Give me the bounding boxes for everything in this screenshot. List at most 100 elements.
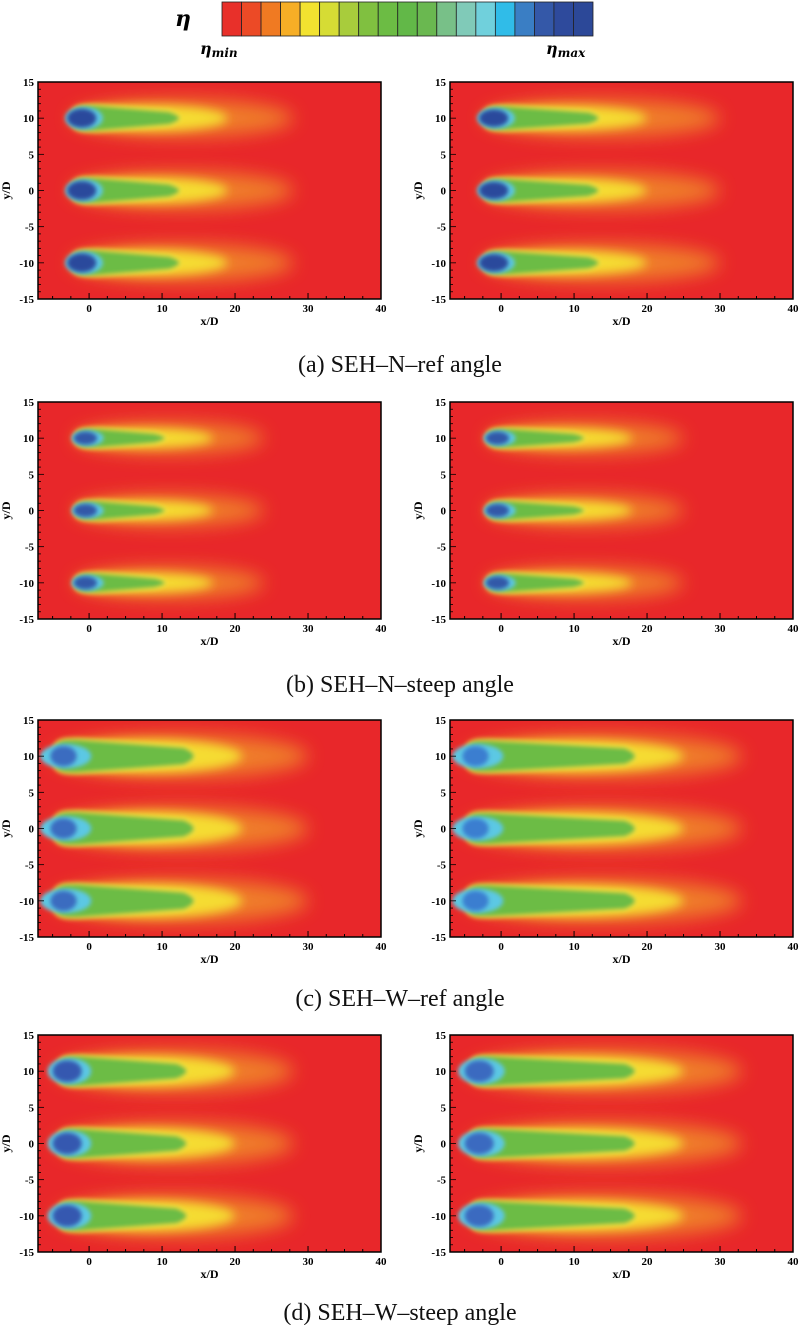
y-tick-label: -5 bbox=[437, 1175, 447, 1187]
y-tick-label: 0 bbox=[29, 824, 35, 836]
y-tick-label: -5 bbox=[437, 860, 447, 872]
y-tick-label: 0 bbox=[441, 506, 447, 518]
contour-plot-d-left: 0 10 20 30 40 15 10 5 0 -5 -10 -15 x/D y/D bbox=[0, 1030, 387, 1281]
x-tick-label: 40 bbox=[788, 623, 800, 635]
jet-contour bbox=[40, 879, 309, 923]
jet-contour bbox=[71, 422, 265, 455]
jet-contour bbox=[40, 806, 309, 851]
jet-contour bbox=[452, 734, 742, 778]
contour-plot-b-left: 0 10 20 30 40 15 10 5 0 -5 -10 -15 x/D y/D bbox=[0, 397, 387, 648]
contour-plot-c-right: 0 10 20 30 40 15 10 5 0 -5 -10 -15 x/D y/D bbox=[411, 715, 799, 966]
y-tick-label: 15 bbox=[23, 715, 35, 727]
contour-plot-a-left: 0 10 20 30 40 15 10 5 0 -5 -10 -15 x/D y/D bbox=[0, 77, 387, 328]
x-axis-label: x/D bbox=[201, 634, 219, 648]
x-tick-label: 30 bbox=[303, 303, 315, 315]
jet-contour bbox=[47, 1122, 294, 1165]
y-tick-label: 0 bbox=[441, 186, 447, 198]
panel-caption: (b) SEH–N–steep angle bbox=[286, 672, 514, 698]
colorbar-max-label-subscript: max bbox=[558, 46, 586, 60]
y-tick-label: 0 bbox=[441, 824, 447, 836]
x-tick-label: 10 bbox=[157, 1256, 169, 1268]
y-axis-label: y/D bbox=[0, 819, 13, 837]
x-tick-label: 0 bbox=[86, 1256, 92, 1268]
colorbar-cell bbox=[397, 1, 418, 37]
x-tick-label: 20 bbox=[230, 941, 242, 953]
y-axis-label: y/D bbox=[0, 501, 13, 519]
y-tick-label: 15 bbox=[435, 1030, 447, 1042]
y-tick-label: -15 bbox=[19, 614, 34, 626]
x-tick-label: 20 bbox=[230, 623, 242, 635]
y-axis-label: y/D bbox=[0, 181, 13, 199]
x-tick-label: 10 bbox=[157, 623, 169, 635]
x-tick-label: 40 bbox=[788, 941, 800, 953]
x-tick-label: 0 bbox=[86, 623, 92, 635]
y-tick-label: 15 bbox=[23, 397, 35, 409]
x-axis-label: x/D bbox=[613, 634, 631, 648]
jet-contour bbox=[483, 566, 684, 599]
x-axis-label: x/D bbox=[613, 952, 631, 966]
x-tick-label: 20 bbox=[230, 303, 242, 315]
y-axis-label: y/D bbox=[0, 1134, 13, 1152]
panel-caption: (c) SEH–W–ref angle bbox=[295, 986, 504, 1012]
y-tick-label: -10 bbox=[19, 1211, 34, 1223]
y-axis-label: y/D bbox=[411, 819, 425, 837]
colorbar-cell bbox=[241, 1, 262, 37]
x-tick-label: 30 bbox=[303, 941, 315, 953]
x-tick-label: 0 bbox=[86, 941, 92, 953]
y-tick-label: 10 bbox=[23, 751, 35, 763]
y-tick-label: 5 bbox=[29, 149, 35, 161]
y-tick-label: -10 bbox=[431, 578, 446, 590]
x-tick-label: 0 bbox=[498, 941, 504, 953]
colorbar-min-label-symbol: η bbox=[200, 39, 212, 58]
jet-contour bbox=[47, 1050, 294, 1093]
y-tick-label: 5 bbox=[441, 149, 447, 161]
y-tick-label: -15 bbox=[19, 932, 34, 944]
colorbar-cell bbox=[573, 1, 594, 37]
x-tick-label: 20 bbox=[642, 1256, 654, 1268]
x-tick-label: 40 bbox=[376, 1256, 388, 1268]
colorbar-cell bbox=[494, 1, 516, 37]
y-tick-label: 0 bbox=[441, 1139, 447, 1151]
colorbar-cell bbox=[299, 1, 321, 37]
jet-contour bbox=[477, 171, 721, 210]
colorbar-cell bbox=[475, 1, 496, 37]
colorbar-cell bbox=[338, 1, 360, 37]
x-tick-label: 40 bbox=[376, 303, 388, 315]
contour-plot-c-left: 0 10 20 30 40 15 10 5 0 -5 -10 -15 x/D y/D bbox=[0, 715, 387, 966]
x-axis-label: x/D bbox=[613, 314, 631, 328]
colorbar-max-label: ηmax bbox=[546, 39, 586, 60]
x-tick-label: 20 bbox=[230, 1256, 242, 1268]
x-tick-label: 30 bbox=[715, 1256, 727, 1268]
x-tick-label: 20 bbox=[642, 623, 654, 635]
x-tick-label: 10 bbox=[569, 623, 581, 635]
colorbar-cell bbox=[221, 1, 242, 37]
y-tick-label: 5 bbox=[29, 1102, 35, 1114]
x-tick-label: 40 bbox=[788, 1256, 800, 1268]
x-tick-label: 30 bbox=[715, 303, 727, 315]
y-tick-label: -5 bbox=[25, 222, 35, 234]
y-tick-label: 15 bbox=[435, 715, 447, 727]
panel-caption: (d) SEH–W–steep angle bbox=[283, 1300, 516, 1325]
jet-contour bbox=[65, 99, 294, 137]
x-tick-label: 30 bbox=[303, 623, 315, 635]
colorbar-cell bbox=[358, 1, 379, 37]
y-tick-label: -15 bbox=[431, 932, 446, 944]
colorbar-cell bbox=[455, 1, 477, 37]
y-tick-label: 0 bbox=[29, 186, 35, 198]
jet-contour bbox=[477, 99, 721, 137]
x-tick-label: 0 bbox=[498, 623, 504, 635]
colorbar-cell bbox=[514, 1, 535, 37]
y-tick-label: 15 bbox=[23, 77, 35, 89]
y-axis-label: y/D bbox=[411, 501, 425, 519]
y-tick-label: 15 bbox=[23, 1030, 35, 1042]
y-tick-label: 5 bbox=[441, 469, 447, 481]
y-axis-label: y/D bbox=[411, 1134, 425, 1152]
y-tick-label: -15 bbox=[431, 294, 446, 306]
y-tick-label: -10 bbox=[431, 258, 446, 270]
jet-contour bbox=[47, 1194, 294, 1237]
jet-contour bbox=[452, 806, 742, 851]
colorbar-cell bbox=[436, 1, 457, 37]
jet-contour bbox=[458, 1049, 742, 1093]
colorbar-cell bbox=[377, 1, 399, 37]
y-tick-label: 15 bbox=[435, 77, 447, 89]
